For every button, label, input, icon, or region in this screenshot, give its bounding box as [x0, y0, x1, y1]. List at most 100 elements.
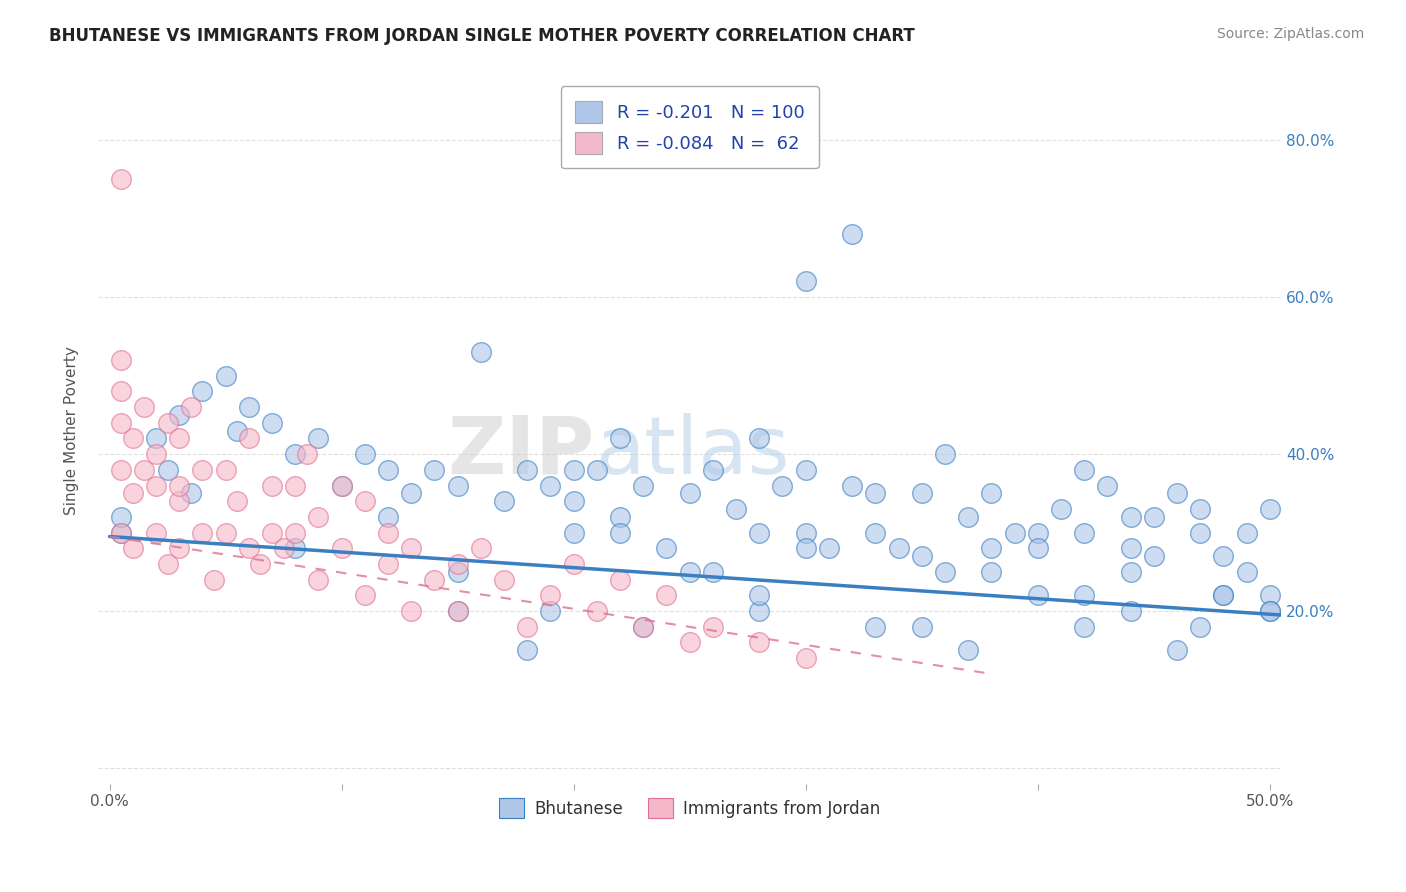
Point [249, 557, 271, 571]
Point [702, 620, 724, 634]
Point [110, 416, 132, 430]
Point [1189, 525, 1212, 540]
Point [865, 620, 887, 634]
Point [702, 565, 724, 579]
Point [841, 227, 863, 242]
Point [633, 620, 655, 634]
Point [516, 463, 538, 477]
Point [260, 416, 283, 430]
Point [110, 525, 132, 540]
Point [609, 432, 631, 446]
Point [655, 541, 678, 556]
Point [1073, 620, 1095, 634]
Point [156, 557, 179, 571]
Point [679, 565, 702, 579]
Point [353, 588, 375, 602]
Point [794, 275, 817, 289]
Point [609, 509, 631, 524]
Point [191, 463, 214, 477]
Point [1119, 565, 1142, 579]
Point [633, 478, 655, 492]
Point [1119, 604, 1142, 618]
Point [238, 541, 260, 556]
Point [377, 557, 399, 571]
Point [167, 494, 190, 508]
Point [273, 541, 295, 556]
Point [794, 541, 817, 556]
Point [238, 400, 260, 414]
Text: ZIP: ZIP [447, 413, 595, 491]
Point [794, 525, 817, 540]
Y-axis label: Single Mother Poverty: Single Mother Poverty [65, 346, 79, 515]
Point [330, 541, 353, 556]
Point [1212, 549, 1234, 563]
Point [284, 541, 307, 556]
Point [145, 478, 167, 492]
Point [679, 486, 702, 500]
Point [446, 478, 468, 492]
Point [260, 478, 283, 492]
Point [516, 620, 538, 634]
Point [1166, 486, 1188, 500]
Point [110, 463, 132, 477]
Point [562, 463, 585, 477]
Point [167, 541, 190, 556]
Point [1236, 565, 1258, 579]
Point [911, 549, 934, 563]
Point [284, 447, 307, 461]
Point [167, 432, 190, 446]
Point [307, 573, 329, 587]
Point [226, 424, 249, 438]
Point [1026, 525, 1049, 540]
Point [887, 541, 910, 556]
Point [110, 509, 132, 524]
Point [156, 463, 179, 477]
Point [134, 463, 156, 477]
Point [167, 408, 190, 422]
Point [191, 525, 214, 540]
Point [1004, 525, 1026, 540]
Point [818, 541, 841, 556]
Point [330, 478, 353, 492]
Point [145, 525, 167, 540]
Point [284, 525, 307, 540]
Point [655, 588, 678, 602]
Legend: Bhutanese, Immigrants from Jordan: Bhutanese, Immigrants from Jordan [492, 791, 887, 825]
Point [226, 494, 249, 508]
Point [794, 463, 817, 477]
Point [134, 400, 156, 414]
Point [911, 486, 934, 500]
Point [446, 565, 468, 579]
Point [202, 573, 225, 587]
Point [180, 486, 202, 500]
Point [377, 509, 399, 524]
Point [446, 604, 468, 618]
Point [1258, 604, 1281, 618]
Point [1189, 620, 1212, 634]
Point [214, 463, 236, 477]
Point [957, 509, 980, 524]
Point [214, 368, 236, 383]
Point [911, 620, 934, 634]
Point [748, 588, 770, 602]
Point [121, 432, 143, 446]
Point [1143, 509, 1166, 524]
Point [1189, 502, 1212, 516]
Point [865, 486, 887, 500]
Point [957, 643, 980, 657]
Point [1258, 502, 1281, 516]
Point [1050, 502, 1073, 516]
Point [145, 447, 167, 461]
Point [307, 509, 329, 524]
Point [1073, 463, 1095, 477]
Point [1119, 541, 1142, 556]
Point [330, 478, 353, 492]
Point [446, 604, 468, 618]
Point [1026, 588, 1049, 602]
Point [446, 557, 468, 571]
Point [353, 494, 375, 508]
Point [980, 486, 1002, 500]
Point [748, 432, 770, 446]
Point [540, 604, 562, 618]
Point [772, 478, 794, 492]
